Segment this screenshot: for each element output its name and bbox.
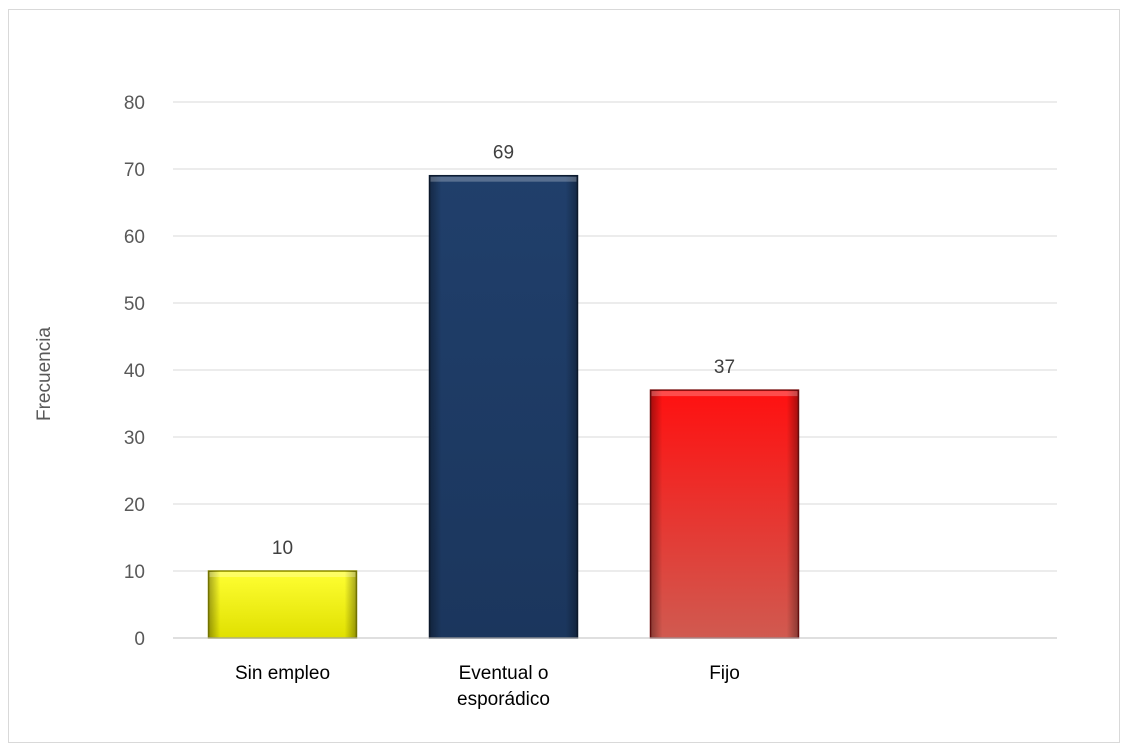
bar — [649, 389, 800, 639]
bar — [207, 570, 358, 639]
bar-top-highlight — [651, 391, 798, 397]
y-tick-label: 30 — [124, 428, 145, 449]
bar-bevel — [650, 390, 799, 638]
y-tick-label: 40 — [124, 361, 145, 382]
bar-bevel — [429, 175, 578, 638]
bar-top-highlight — [209, 572, 356, 577]
y-tick-label: 10 — [124, 562, 145, 583]
bar-bevel — [208, 571, 357, 638]
bar-value-label: 10 — [272, 538, 293, 559]
y-tick-label: 20 — [124, 495, 145, 516]
x-category-label: Fijo — [709, 663, 740, 684]
data-labels: 10 69 37 — [272, 143, 735, 559]
y-tick-label: 50 — [124, 294, 145, 315]
y-tick-label: 0 — [134, 629, 145, 650]
bars — [207, 174, 800, 639]
bar-top-highlight — [430, 176, 577, 182]
y-tick-label: 60 — [124, 227, 145, 248]
x-axis-category-labels: Sin empleo Eventual o esporádico Fijo — [235, 663, 740, 710]
gridlines — [173, 101, 1057, 572]
y-tick-label: 80 — [124, 93, 145, 114]
x-category-label: Eventual o — [459, 663, 549, 684]
y-axis-title: Frecuencia — [34, 327, 55, 421]
x-category-label: esporádico — [457, 689, 550, 710]
bar-value-label: 69 — [493, 143, 514, 164]
bar-value-label: 37 — [714, 357, 735, 378]
y-axis-tick-labels: 0 10 20 30 40 50 60 70 80 — [124, 93, 145, 650]
x-category-label: Sin empleo — [235, 663, 330, 684]
bar — [428, 174, 579, 639]
y-tick-label: 70 — [124, 160, 145, 181]
